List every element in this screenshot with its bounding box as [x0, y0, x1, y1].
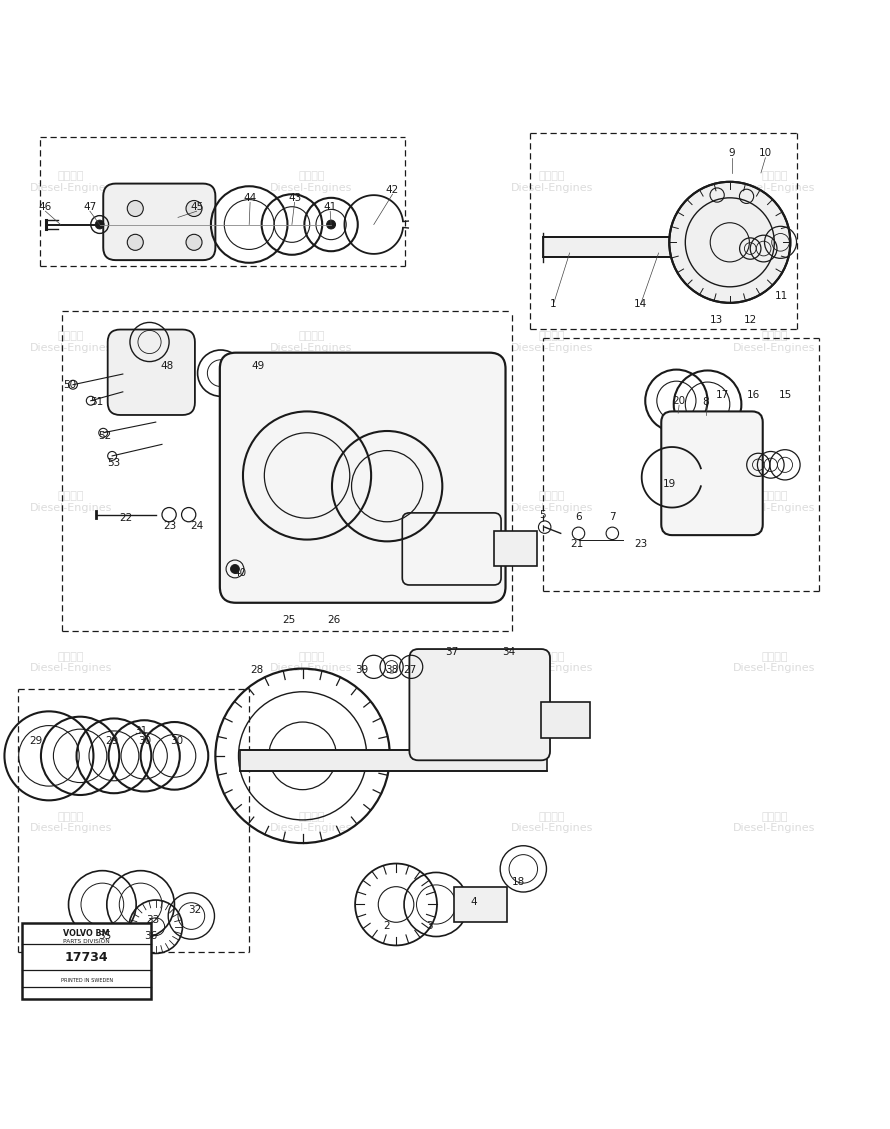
Text: VOLVO BM: VOLVO BM [63, 929, 110, 938]
Text: 24: 24 [190, 522, 203, 532]
Text: 4: 4 [470, 896, 477, 907]
Text: 25: 25 [283, 614, 295, 624]
Text: 11: 11 [775, 291, 788, 300]
Circle shape [127, 201, 143, 217]
Text: 聚发动力
Diesel-Engines: 聚发动力 Diesel-Engines [511, 812, 593, 833]
Text: 28: 28 [251, 665, 263, 675]
Text: 16: 16 [747, 391, 759, 401]
Bar [240, 750, 547, 771]
Text: 27: 27 [403, 665, 416, 675]
Text: 5: 5 [539, 509, 546, 519]
Text: 36: 36 [144, 930, 157, 940]
Text: 聚发动力
Diesel-Engines: 聚发动力 Diesel-Engines [271, 331, 352, 352]
Text: 7: 7 [609, 513, 616, 523]
Text: 10: 10 [759, 148, 772, 158]
Text: 8: 8 [702, 396, 709, 406]
Circle shape [95, 220, 104, 229]
Text: 12: 12 [744, 315, 756, 325]
Text: 49: 49 [252, 361, 264, 371]
Text: 31: 31 [134, 726, 147, 736]
Text: 聚发动力
Diesel-Engines: 聚发动力 Diesel-Engines [511, 491, 593, 513]
Text: 2: 2 [383, 921, 390, 930]
Text: 21: 21 [570, 539, 583, 549]
Text: 聚发动力
Diesel-Engines: 聚发动力 Diesel-Engines [733, 170, 815, 193]
Bar [494, 531, 537, 567]
Text: 33: 33 [147, 914, 159, 925]
Text: 35: 35 [99, 930, 111, 940]
Circle shape [186, 201, 202, 217]
Text: 20: 20 [673, 396, 685, 405]
Circle shape [669, 182, 790, 303]
Circle shape [231, 564, 239, 574]
Text: 聚发动力
Diesel-Engines: 聚发动力 Diesel-Engines [30, 812, 112, 833]
Text: 聚发动力
Diesel-Engines: 聚发动力 Diesel-Engines [271, 170, 352, 193]
FancyBboxPatch shape [108, 330, 195, 415]
Text: 聚发动力
Diesel-Engines: 聚发动力 Diesel-Engines [30, 651, 112, 673]
Text: 39: 39 [356, 665, 368, 675]
Text: 43: 43 [288, 193, 301, 203]
Text: 48: 48 [161, 361, 174, 371]
Text: 45: 45 [190, 202, 203, 212]
Bar [541, 702, 590, 738]
Text: 41: 41 [324, 202, 336, 212]
Text: 29: 29 [29, 736, 42, 746]
Text: 46: 46 [39, 202, 52, 212]
Text: 聚发动力
Diesel-Engines: 聚发动力 Diesel-Engines [30, 491, 112, 513]
Text: 47: 47 [84, 202, 96, 212]
Text: 26: 26 [328, 614, 340, 624]
Text: 3: 3 [426, 921, 433, 930]
FancyBboxPatch shape [661, 411, 763, 535]
Text: 1: 1 [550, 299, 557, 308]
Text: 30: 30 [139, 736, 151, 746]
Text: 44: 44 [244, 193, 256, 203]
FancyBboxPatch shape [103, 184, 215, 260]
Text: 19: 19 [663, 479, 676, 489]
Text: 17: 17 [716, 391, 729, 401]
Text: 38: 38 [385, 665, 398, 675]
Bar [543, 237, 672, 257]
Text: 34: 34 [503, 647, 515, 657]
Text: 聚发动力
Diesel-Engines: 聚发动力 Diesel-Engines [511, 331, 593, 352]
Text: 37: 37 [446, 647, 458, 657]
Text: 聚发动力
Diesel-Engines: 聚发动力 Diesel-Engines [271, 491, 352, 513]
Text: 聚发动力
Diesel-Engines: 聚发动力 Diesel-Engines [30, 331, 112, 352]
Text: 18: 18 [513, 877, 525, 887]
Text: 13: 13 [710, 315, 723, 325]
Text: 32: 32 [189, 904, 201, 914]
Text: 聚发动力
Diesel-Engines: 聚发动力 Diesel-Engines [733, 331, 815, 352]
Bar [22, 924, 151, 999]
Text: 聚发动力
Diesel-Engines: 聚发动力 Diesel-Engines [271, 812, 352, 833]
Text: 23: 23 [164, 522, 176, 532]
Text: 6: 6 [575, 513, 582, 523]
Text: 聚发动力
Diesel-Engines: 聚发动力 Diesel-Engines [511, 651, 593, 673]
Text: 30: 30 [170, 736, 182, 746]
Text: 聚发动力
Diesel-Engines: 聚发动力 Diesel-Engines [733, 491, 815, 513]
Text: 聚发动力
Diesel-Engines: 聚发动力 Diesel-Engines [733, 812, 815, 833]
Text: 聚发动力
Diesel-Engines: 聚发动力 Diesel-Engines [511, 170, 593, 193]
Text: 23: 23 [635, 539, 647, 549]
Text: 14: 14 [635, 299, 647, 308]
Text: 29: 29 [106, 736, 118, 746]
Text: 42: 42 [386, 185, 399, 195]
Text: 15: 15 [779, 391, 791, 401]
FancyBboxPatch shape [409, 649, 550, 760]
Bar [454, 886, 507, 922]
Text: 聚发动力
Diesel-Engines: 聚发动力 Diesel-Engines [271, 651, 352, 673]
FancyBboxPatch shape [220, 352, 506, 603]
Circle shape [186, 235, 202, 251]
Text: 聚发动力
Diesel-Engines: 聚发动力 Diesel-Engines [30, 170, 112, 193]
Circle shape [327, 220, 336, 229]
Text: 40: 40 [234, 568, 247, 578]
Text: 22: 22 [119, 514, 132, 523]
Text: PARTS DIVISION: PARTS DIVISION [63, 939, 110, 944]
Text: 50: 50 [63, 379, 76, 390]
Circle shape [127, 235, 143, 251]
Text: 51: 51 [91, 396, 103, 406]
Text: 52: 52 [99, 431, 111, 441]
Text: 9: 9 [728, 148, 735, 158]
Text: 53: 53 [108, 458, 120, 469]
Text: 聚发动力
Diesel-Engines: 聚发动力 Diesel-Engines [733, 651, 815, 673]
Text: 17734: 17734 [65, 952, 109, 964]
Text: PRINTED IN SWEDEN: PRINTED IN SWEDEN [61, 978, 113, 983]
